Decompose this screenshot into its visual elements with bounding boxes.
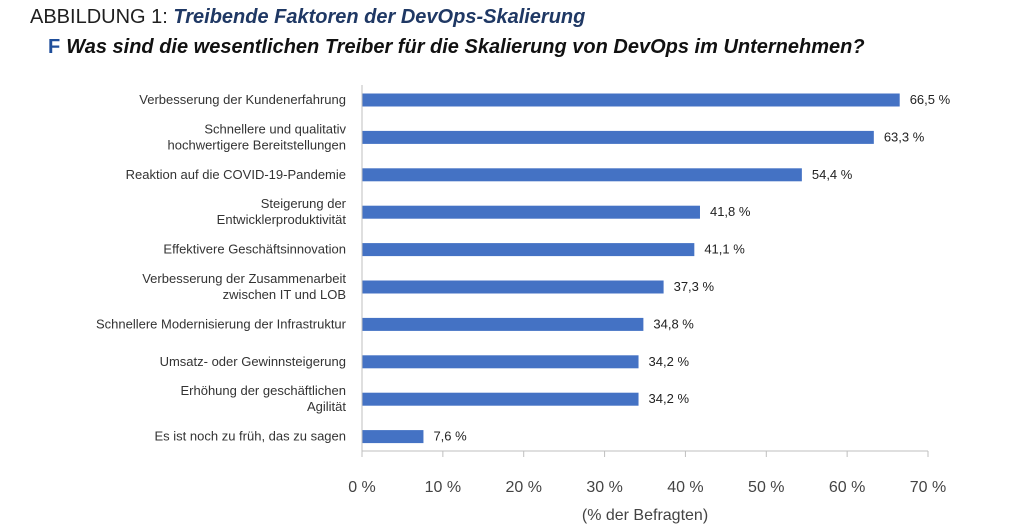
- value-label: 41,1 %: [704, 242, 745, 257]
- figure-label: ABBILDUNG 1:: [30, 6, 168, 28]
- bar: [362, 392, 639, 406]
- x-tick-label: 40 %: [667, 479, 703, 496]
- bar: [362, 355, 639, 369]
- x-tick-label: 10 %: [425, 479, 461, 496]
- x-tick-label: 0 %: [348, 479, 376, 496]
- category-label: Effektivere Geschäftsinnovation: [163, 242, 346, 257]
- x-tick-label: 70 %: [910, 479, 946, 496]
- value-label: 66,5 %: [910, 92, 951, 107]
- value-label: 34,2 %: [649, 391, 690, 406]
- x-tick-label: 50 %: [748, 479, 784, 496]
- bar: [362, 243, 695, 257]
- category-label-line: Steigerung der: [261, 196, 347, 211]
- x-tick-label: 20 %: [505, 479, 541, 496]
- category-label: Steigerung der Entwicklerproduktivität: [217, 196, 347, 227]
- category-label-line: Erhöhung der geschäftlichen: [180, 383, 346, 398]
- category-label-line: Effektivere Geschäftsinnovation: [163, 242, 346, 257]
- category-label-line: Schnellere Modernisierung der Infrastruk…: [96, 316, 347, 331]
- x-axis-title: (% der Befragten): [582, 507, 708, 524]
- value-label: 63,3 %: [884, 129, 925, 144]
- bar: [362, 93, 900, 107]
- category-label: Schnellere und qualitativ hochwertigere B…: [168, 121, 347, 152]
- figure-heading: ABBILDUNG 1: Treibende Faktoren der DevO…: [30, 6, 585, 29]
- category-label: Reaktion auf die COVID-19-Pandemie: [126, 167, 346, 182]
- x-tick-label: 60 %: [829, 479, 865, 496]
- category-label: Schnellere Modernisierung der Infrastruk…: [96, 316, 347, 331]
- category-label: Verbesserung der Zusammenarbeit zwischen …: [142, 271, 346, 302]
- bar: [362, 130, 874, 144]
- category-label-line: hochwertigere Bereitstellungen: [168, 137, 347, 152]
- value-label: 7,6 %: [433, 429, 467, 444]
- value-label: 37,3 %: [674, 279, 715, 294]
- category-label-line: Reaktion auf die COVID-19-Pandemie: [126, 167, 346, 182]
- category-label: Erhöhung der geschäftlichen Agilität: [180, 383, 346, 414]
- category-label-line: Es ist noch zu früh, das zu sagen: [155, 429, 347, 444]
- category-label-line: Verbesserung der Kundenerfahrung: [139, 92, 346, 107]
- question-marker: F: [48, 36, 61, 58]
- value-label: 41,8 %: [710, 204, 751, 219]
- bar: [362, 317, 644, 331]
- category-label-line: Verbesserung der Zusammenarbeit: [142, 271, 346, 286]
- bar: [362, 168, 802, 182]
- value-label: 34,2 %: [649, 354, 690, 369]
- category-label-line: Agilität: [307, 399, 346, 414]
- category-label-line: Schnellere und qualitativ: [204, 121, 346, 136]
- category-label-line: Entwicklerproduktivität: [217, 212, 347, 227]
- bar: [362, 280, 664, 294]
- question-text: Was sind die wesentlichen Treiber für di…: [66, 36, 865, 58]
- survey-question: F Was sind die wesentlichen Treiber für d…: [48, 36, 865, 59]
- category-label: Verbesserung der Kundenerfahrung: [139, 92, 346, 107]
- figure-title: Treibende Faktoren der DevOps-Skalierung: [173, 6, 586, 28]
- value-label: 34,8 %: [653, 316, 694, 331]
- bar: [362, 205, 700, 219]
- value-label: 54,4 %: [812, 167, 853, 182]
- bar: [362, 430, 424, 444]
- category-label: Es ist noch zu früh, das zu sagen: [155, 429, 347, 444]
- category-label-line: zwischen IT und LOB: [223, 287, 346, 302]
- x-tick-label: 30 %: [586, 479, 622, 496]
- category-label: Umsatz- oder Gewinnsteigerung: [160, 354, 346, 369]
- category-label-line: Umsatz- oder Gewinnsteigerung: [160, 354, 346, 369]
